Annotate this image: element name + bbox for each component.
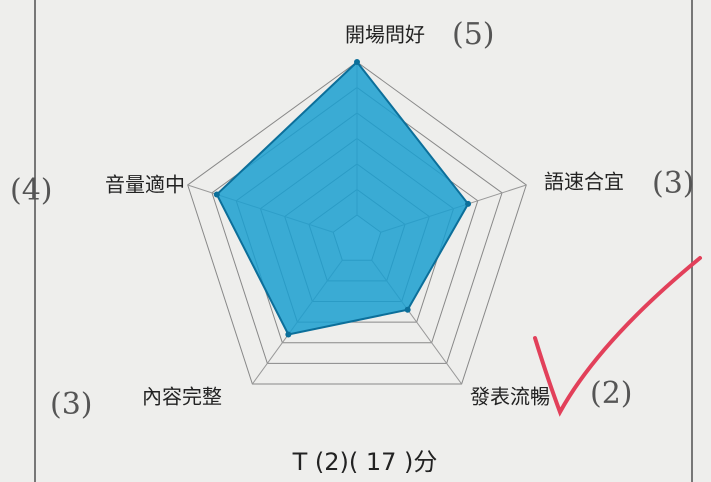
grid-ring: [187, 61, 527, 385]
data-point: [285, 331, 292, 338]
score-label: (4): [10, 173, 53, 208]
data-point: [213, 191, 220, 198]
data-area: [215, 60, 470, 336]
score-label: (2): [590, 376, 633, 411]
data-point: [404, 306, 411, 313]
data-point: [354, 59, 360, 65]
footer: T (2)( 17 )分: [292, 448, 438, 476]
data-point: [465, 200, 472, 207]
score-label: (3): [50, 387, 93, 422]
score-label: (5): [452, 17, 495, 52]
axis-label: 內容完整: [142, 385, 222, 409]
axis-label: 語速合宜: [544, 170, 624, 194]
axis-label: 開場問好: [345, 23, 425, 47]
axis-label: 音量適中: [105, 173, 185, 197]
check-mark: [533, 256, 702, 417]
score-label: (3): [652, 166, 695, 201]
axis-label: 發表流暢: [470, 385, 550, 409]
